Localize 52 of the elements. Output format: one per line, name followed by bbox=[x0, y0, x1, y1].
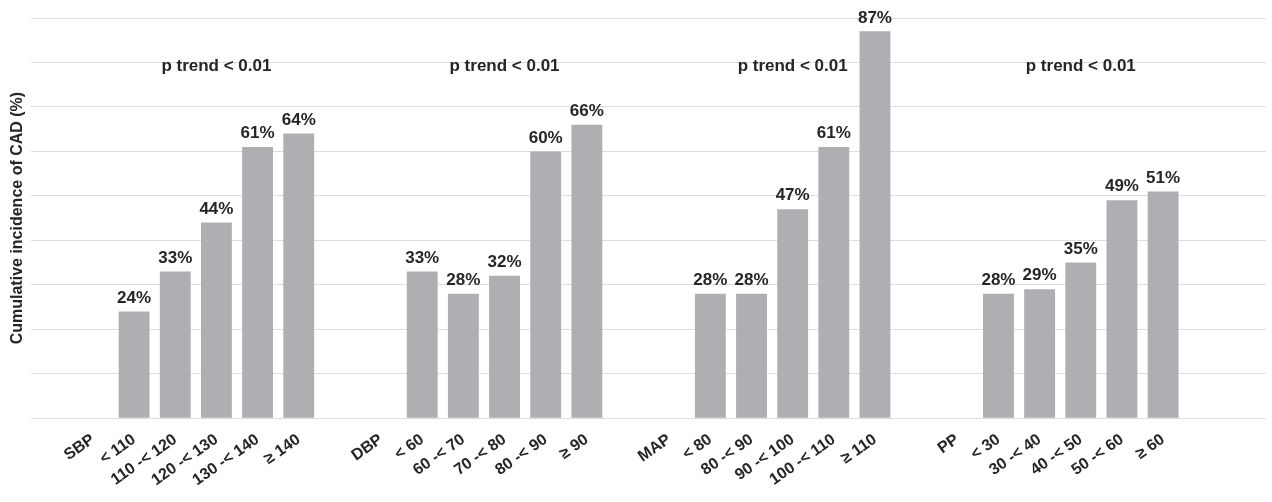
bar bbox=[818, 146, 850, 418]
annotation: p trend < 0.01 bbox=[737, 55, 848, 75]
bar bbox=[859, 31, 891, 418]
data-label: 33% bbox=[405, 247, 440, 267]
bar bbox=[283, 133, 315, 418]
bar bbox=[736, 293, 767, 418]
data-label: 66% bbox=[569, 100, 604, 120]
bar bbox=[1065, 262, 1097, 418]
x-tick-label: DBP bbox=[347, 429, 386, 464]
data-label: 32% bbox=[487, 252, 522, 272]
data-label: 51% bbox=[1146, 167, 1181, 187]
data-label: 61% bbox=[816, 123, 851, 143]
annotation: p trend < 0.01 bbox=[449, 55, 560, 75]
data-label: 29% bbox=[1022, 265, 1057, 285]
y-axis-title: Cumulative incidence of CAD (%) bbox=[8, 91, 26, 345]
bar bbox=[1024, 289, 1056, 418]
data-label: 49% bbox=[1104, 176, 1139, 196]
bar bbox=[200, 222, 232, 418]
bar bbox=[406, 271, 438, 418]
bar bbox=[1147, 191, 1179, 418]
data-label: 44% bbox=[199, 198, 234, 218]
bar bbox=[571, 124, 603, 418]
data-label: 28% bbox=[446, 269, 481, 289]
bar bbox=[1106, 200, 1138, 418]
data-label: 61% bbox=[240, 123, 275, 143]
bar bbox=[777, 209, 809, 418]
x-tick-label: SBP bbox=[60, 429, 98, 463]
bar bbox=[530, 151, 562, 418]
data-label: 24% bbox=[117, 287, 152, 307]
data-label: 47% bbox=[775, 185, 810, 205]
data-label: 28% bbox=[981, 269, 1016, 289]
data-label: 87% bbox=[857, 7, 892, 27]
bar bbox=[159, 271, 191, 418]
data-label: 64% bbox=[281, 109, 316, 129]
bar bbox=[489, 275, 520, 418]
data-label: 35% bbox=[1063, 238, 1098, 258]
bar bbox=[694, 293, 726, 418]
bar bbox=[118, 311, 150, 418]
bar bbox=[447, 293, 479, 418]
x-tick-label: PP bbox=[934, 429, 962, 457]
data-label: 60% bbox=[528, 127, 563, 147]
annotation: p trend < 0.01 bbox=[161, 55, 272, 75]
x-tick-label: ≥ 90 bbox=[555, 430, 592, 462]
data-label: 33% bbox=[158, 247, 193, 267]
x-tick-label: ≥ 60 bbox=[1132, 430, 1168, 462]
bar bbox=[242, 146, 274, 418]
bar bbox=[983, 293, 1014, 418]
annotation: p trend < 0.01 bbox=[1025, 55, 1136, 75]
x-tick-label: ≥ 110 bbox=[837, 430, 880, 467]
data-label: 28% bbox=[734, 269, 769, 289]
data-label: 28% bbox=[693, 269, 728, 289]
x-tick-label: ≥ 140 bbox=[260, 430, 304, 467]
